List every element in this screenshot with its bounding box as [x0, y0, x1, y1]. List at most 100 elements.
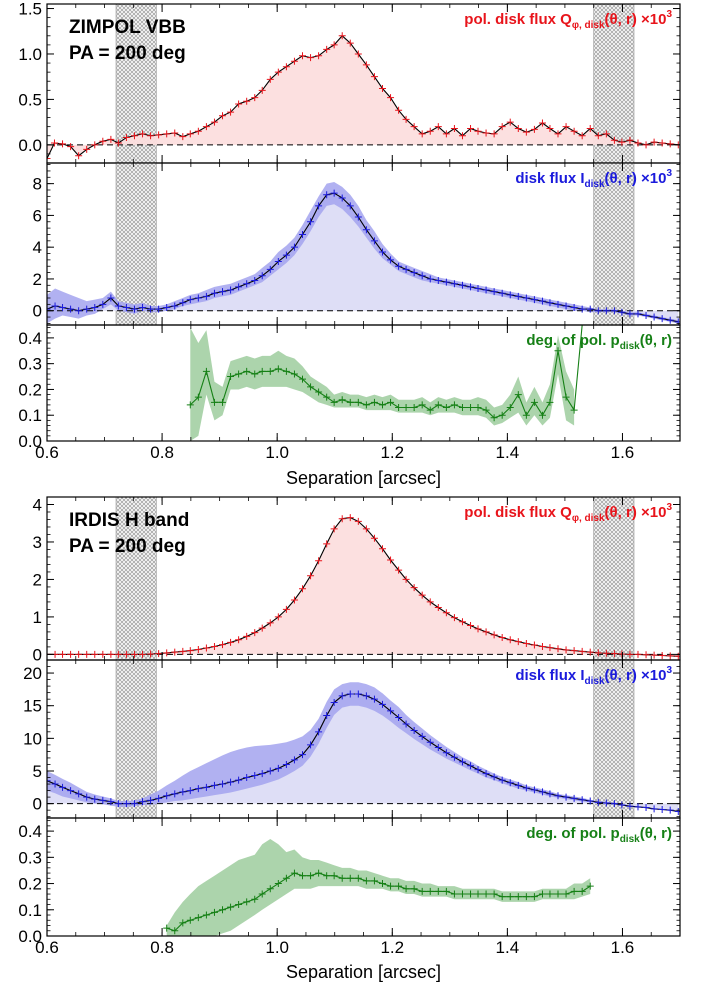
data-point — [554, 890, 562, 898]
data-point — [666, 316, 674, 324]
data-point — [522, 893, 530, 901]
data-point — [122, 800, 130, 808]
data-point — [258, 272, 266, 280]
data-point — [235, 370, 243, 378]
data-point — [426, 127, 434, 135]
data-point — [658, 652, 666, 660]
data-point — [594, 649, 602, 657]
data-point — [194, 294, 202, 302]
data-point — [395, 106, 403, 114]
data-point — [114, 302, 122, 310]
y-tick-label: 10 — [23, 729, 42, 748]
data-point — [562, 793, 570, 801]
data-point — [530, 398, 538, 406]
plot-area — [47, 4, 680, 163]
data-point — [562, 123, 570, 131]
data-point — [258, 770, 266, 778]
data-point — [290, 243, 298, 251]
data-point — [338, 874, 346, 882]
data-point — [282, 251, 290, 259]
data-point — [538, 297, 546, 305]
data-point — [410, 123, 418, 131]
data-point — [634, 803, 642, 811]
data-point — [107, 135, 115, 143]
data-point — [59, 650, 67, 658]
data-point — [610, 307, 618, 315]
data-point — [307, 741, 315, 749]
data-point — [387, 882, 395, 890]
data-point — [450, 124, 458, 132]
data-point — [395, 403, 403, 411]
masked-region — [115, 497, 157, 660]
data-point — [426, 887, 434, 895]
data-point — [530, 125, 538, 133]
area-fill — [47, 693, 679, 812]
position-angle-label: PA = 200 deg — [69, 536, 186, 557]
y-tick-label: 0 — [33, 795, 42, 814]
data-point — [346, 202, 354, 210]
data-point — [514, 292, 522, 300]
data-point — [210, 289, 218, 297]
y-tick-label: 0 — [33, 645, 42, 664]
data-point — [387, 94, 395, 102]
data-point — [474, 127, 482, 135]
data-point — [498, 411, 506, 419]
data-point — [514, 781, 522, 789]
data-point — [67, 787, 75, 795]
data-point — [186, 296, 194, 304]
data-point — [378, 700, 386, 708]
data-point — [179, 647, 187, 655]
data-point — [274, 365, 282, 373]
data-point — [482, 628, 490, 636]
data-point — [434, 604, 442, 612]
data-point — [370, 73, 378, 81]
data-point — [194, 785, 202, 793]
data-point — [666, 140, 674, 148]
data-point — [490, 288, 498, 296]
y-tick-label: 2 — [33, 570, 42, 589]
data-point — [402, 115, 410, 123]
data-point — [227, 903, 235, 911]
data-point — [122, 134, 130, 142]
data-point — [107, 798, 115, 806]
data-point — [594, 798, 602, 806]
data-point — [323, 711, 331, 719]
y-tick-label: 3 — [33, 533, 42, 552]
y-tick-label: 1.0 — [18, 45, 42, 64]
masked-region — [593, 660, 635, 818]
data-point — [186, 916, 194, 924]
data-point — [458, 132, 466, 140]
data-point — [467, 622, 475, 630]
data-point — [235, 283, 243, 291]
data-point — [219, 398, 227, 406]
data-point — [482, 406, 490, 414]
x-axis-title: Separation [arcsec] — [286, 468, 441, 488]
data-point — [506, 118, 514, 126]
data-point — [626, 802, 634, 810]
y-tick-label: 4 — [33, 495, 42, 514]
data-point — [114, 139, 122, 147]
series-line-spike — [573, 325, 583, 411]
data-point — [395, 713, 403, 721]
data-point — [554, 792, 562, 800]
series-label-main: pol. disk flux Q — [464, 504, 572, 521]
data-point — [179, 919, 187, 927]
data-point — [147, 305, 155, 313]
data-point — [362, 401, 370, 409]
data-point — [186, 130, 194, 138]
data-point — [362, 61, 370, 69]
data-point — [458, 281, 466, 289]
plot-area — [47, 660, 680, 818]
data-point — [674, 652, 680, 660]
data-point — [243, 898, 251, 906]
panel-bottom-3: 0.0 0.1 0.2 0.3 0.4 deg. of pol. pdisk(θ, r) — [18, 817, 681, 946]
area-fill — [47, 193, 679, 322]
data-point — [570, 794, 578, 802]
data-point — [514, 124, 522, 132]
y-tick-label: 0.0 — [18, 432, 42, 451]
area-fill — [47, 517, 679, 657]
data-point — [282, 367, 290, 375]
data-point — [474, 284, 482, 292]
